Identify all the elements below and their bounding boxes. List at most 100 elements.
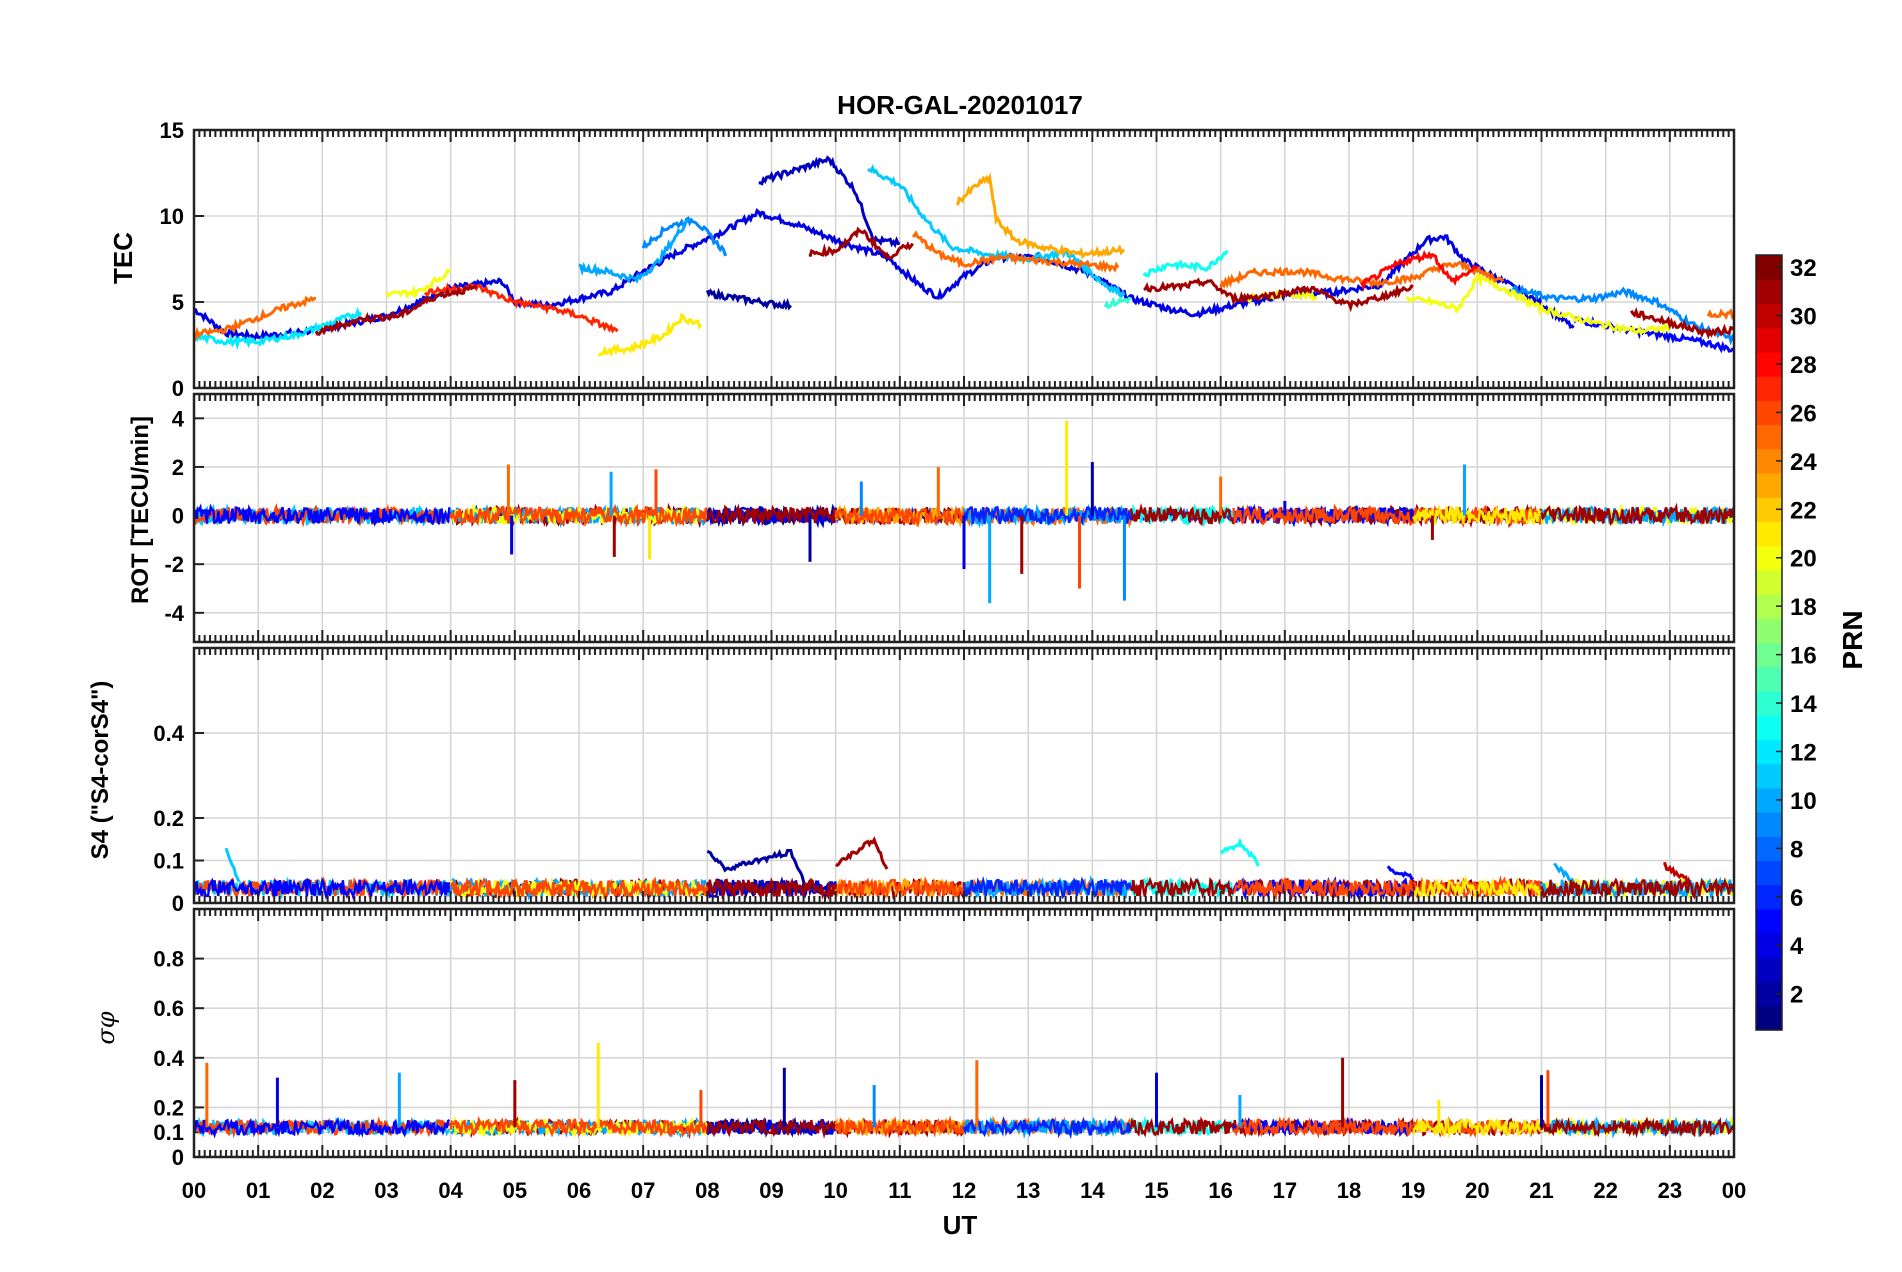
prn-28-trace bbox=[1360, 250, 1478, 292]
s4-axis-label: S4 ("S4-corS4") bbox=[87, 681, 114, 860]
colorbar-tick-label: 22 bbox=[1790, 497, 1817, 524]
colorbar-tick-label: 14 bbox=[1790, 691, 1817, 718]
y-tick-label: 0.8 bbox=[153, 947, 184, 972]
x-tick-label: 14 bbox=[1080, 1178, 1105, 1203]
colorbar-swatch bbox=[1756, 279, 1782, 305]
prn-2-trace bbox=[705, 287, 792, 311]
y-tick-label: 2 bbox=[172, 455, 184, 480]
colorbar-swatch bbox=[1756, 666, 1782, 692]
axes-frame bbox=[192, 128, 1736, 390]
prn-21-activity bbox=[1412, 1117, 1543, 1139]
colorbar-swatch bbox=[1756, 763, 1782, 789]
prn-21-trace bbox=[598, 312, 703, 358]
colorbar-tick-label: 20 bbox=[1790, 546, 1817, 573]
colorbar-tick-label: 10 bbox=[1790, 788, 1817, 815]
prn-4-trace bbox=[193, 207, 1575, 342]
prn-26-activity bbox=[449, 1115, 709, 1138]
colorbar-swatch bbox=[1756, 715, 1782, 740]
rot-axis-label: ROT [TECU/min] bbox=[127, 416, 154, 604]
x-tick-label: 09 bbox=[759, 1178, 783, 1203]
x-tick-label: 04 bbox=[438, 1178, 463, 1203]
prn-5-activity bbox=[193, 1116, 451, 1139]
x-tick-label: 19 bbox=[1401, 1178, 1425, 1203]
x-tick-label: 05 bbox=[503, 1178, 527, 1203]
prn-13-activity bbox=[1129, 876, 1235, 900]
y-tick-label: 0 bbox=[172, 1145, 184, 1170]
prn-6-activity bbox=[962, 875, 1132, 900]
prn-26-activity bbox=[834, 1115, 966, 1139]
colorbar-tick-label: 18 bbox=[1790, 594, 1817, 621]
y-tick-label: 0.6 bbox=[153, 996, 184, 1021]
x-tick-label: 11 bbox=[888, 1178, 911, 1203]
colorbar-swatch bbox=[1756, 569, 1782, 595]
prn-31-trace bbox=[835, 836, 889, 870]
x-tick-label: 00 bbox=[1722, 1178, 1746, 1203]
prn-4-activity bbox=[706, 879, 837, 900]
prn-31-activity bbox=[1129, 1116, 1235, 1138]
sigma-phi-panel: 00.10.2 0.4 0.6 0.8 bbox=[153, 907, 1736, 1170]
y-tick-label: 4 bbox=[172, 406, 185, 431]
axes-frame bbox=[192, 907, 1736, 1159]
prn-26-activity bbox=[1232, 1116, 1415, 1139]
colorbar-swatch bbox=[1756, 327, 1782, 353]
colorbar-swatch bbox=[1756, 1005, 1782, 1031]
colorbar-swatch bbox=[1756, 908, 1782, 934]
prn-26-activity bbox=[1232, 503, 1414, 527]
axes-frame bbox=[192, 646, 1736, 905]
colorbar-label: PRN bbox=[1837, 610, 1868, 669]
colorbar-tick-label: 30 bbox=[1790, 304, 1817, 331]
colorbar-tick-label: 8 bbox=[1790, 836, 1803, 863]
prn-6-activity bbox=[962, 1115, 1132, 1140]
y-tick-label: 0.1 bbox=[153, 849, 184, 874]
prn-31-trace bbox=[1629, 307, 1735, 340]
x-tick-label: 22 bbox=[1593, 1178, 1617, 1203]
colorbar-tick-label: 32 bbox=[1790, 255, 1817, 282]
x-tick-label: 18 bbox=[1337, 1178, 1361, 1203]
prn-31-activity bbox=[1540, 1116, 1736, 1139]
prn-20-trace bbox=[1405, 273, 1671, 337]
y-tick-label: 0 bbox=[172, 504, 184, 529]
prn-3-trace bbox=[758, 155, 900, 249]
colorbar-tick-label: 28 bbox=[1790, 352, 1817, 379]
colorbar-tick-label: 24 bbox=[1790, 449, 1817, 476]
prn-2-trace bbox=[706, 848, 806, 883]
prn-31-trace bbox=[808, 226, 914, 260]
x-tick-label: 10 bbox=[823, 1178, 847, 1203]
x-tick-label: 20 bbox=[1465, 1178, 1489, 1203]
x-tick-label: 01 bbox=[246, 1178, 270, 1203]
prn-5-activity bbox=[193, 503, 451, 527]
prn-23-trace bbox=[956, 172, 1125, 260]
prn-26-activity bbox=[834, 875, 966, 900]
x-tick-label: 00 bbox=[182, 1178, 206, 1203]
colorbar-tick-label: 12 bbox=[1790, 739, 1817, 766]
colorbar-tick-label: 4 bbox=[1790, 933, 1804, 960]
x-tick-label: 02 bbox=[310, 1178, 334, 1203]
rot-panel: -4 -2 0 2 4 bbox=[164, 392, 1736, 644]
colorbar-swatch bbox=[1756, 376, 1782, 401]
x-tick-label: 13 bbox=[1016, 1178, 1040, 1203]
x-axis-ticks: 00 01 02 03 04 05 06 07 08 09 10 11 12 13 14 15 16 17 18 19… bbox=[182, 1178, 1746, 1203]
prn-13-trace bbox=[1142, 249, 1229, 278]
tec-axis-label: TEC bbox=[108, 232, 138, 284]
prn-31-activity bbox=[706, 1116, 837, 1139]
y-tick-label: 0.2 bbox=[153, 806, 184, 831]
y-tick-label: 0.4 bbox=[153, 1046, 184, 1071]
colorbar-tick-label: 6 bbox=[1790, 885, 1803, 912]
prn-31-activity bbox=[1129, 876, 1235, 900]
colorbar-swatch bbox=[1756, 957, 1782, 983]
colorbar-tick-label: 16 bbox=[1790, 643, 1817, 670]
prn-20-trace bbox=[385, 268, 451, 300]
prn-31-activity bbox=[1129, 503, 1235, 527]
colorbar-swatch bbox=[1756, 618, 1782, 644]
y-tick-label: 15 bbox=[160, 118, 184, 143]
prn-10-trace bbox=[578, 218, 690, 284]
prn-25-trace bbox=[1706, 308, 1736, 321]
prn-31-trace bbox=[314, 284, 478, 336]
axes-frame bbox=[192, 392, 1736, 644]
colorbar-swatch bbox=[1756, 860, 1782, 886]
colorbar-tick-label: 26 bbox=[1790, 400, 1817, 427]
prn-13-trace bbox=[1219, 837, 1260, 867]
x-tick-label: 06 bbox=[567, 1178, 591, 1203]
y-tick-label: 0.1 bbox=[153, 1120, 184, 1145]
